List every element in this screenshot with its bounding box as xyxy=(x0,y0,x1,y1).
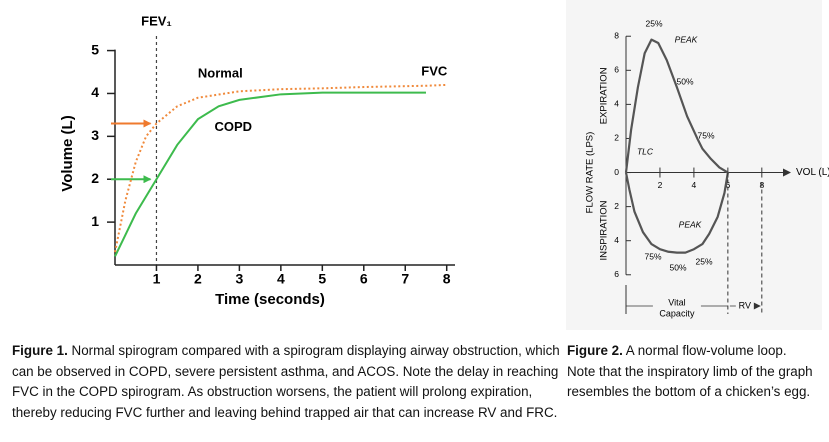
y-tick-label: 6 xyxy=(614,269,619,279)
y-axis-label: INSPIRATION xyxy=(599,200,610,260)
caption-text: Normal spirogram compared with a spirogr… xyxy=(12,343,560,420)
y-tick-label: 0 xyxy=(614,167,619,177)
annotation: 50% xyxy=(669,262,686,272)
rv-label: RV xyxy=(739,300,751,310)
vc-label: Vital xyxy=(668,297,685,307)
caption-text: A normal flow-volume loop. Note that the… xyxy=(567,343,813,399)
vc-label: Capacity xyxy=(659,308,695,318)
x-tick-label: 6 xyxy=(360,271,368,287)
legend-label: Normal xyxy=(198,66,243,81)
x-tick-label: 7 xyxy=(401,271,409,287)
y-tick-label: 5 xyxy=(91,41,99,57)
y-tick-label: 6 xyxy=(614,65,619,75)
annotation: PEAK xyxy=(679,219,702,229)
annotation: 25% xyxy=(645,18,662,28)
y-tick-label: 2 xyxy=(91,170,99,186)
y-tick-label: 4 xyxy=(614,99,619,109)
y-tick-label: 3 xyxy=(91,127,99,143)
figure2-panel xyxy=(566,0,822,330)
x-tick-label: 3 xyxy=(235,271,243,287)
x-tick-label: 2 xyxy=(194,271,202,287)
annotation: TLC xyxy=(637,146,654,156)
y-tick-label: 4 xyxy=(614,235,619,245)
y-axis-label: EXPIRATION xyxy=(599,67,610,124)
y-tick-label: 1 xyxy=(91,213,99,229)
x-tick-label: 4 xyxy=(692,180,697,190)
label-bg xyxy=(735,300,754,312)
legend-label: COPD xyxy=(215,119,253,134)
x-axis-label: Time (seconds) xyxy=(215,291,325,308)
x-tick-label: 2 xyxy=(658,180,663,190)
caption-1: Figure 1. Normal spirogram compared with… xyxy=(12,341,560,423)
x-tick-label: 4 xyxy=(277,271,285,287)
loop-line xyxy=(624,38,729,254)
x-tick-label: 6 xyxy=(725,180,730,190)
y-tick-label: 2 xyxy=(614,201,619,211)
y-tick-label: 2 xyxy=(614,133,619,143)
x-tick-label: 1 xyxy=(153,271,161,287)
series-line xyxy=(114,91,426,257)
series-line xyxy=(114,83,447,253)
y-tick-label: 8 xyxy=(614,30,619,40)
annotation: 25% xyxy=(695,256,712,266)
fvc-label: FVC xyxy=(421,63,448,78)
x-axis-label: VOL (L) xyxy=(796,167,829,178)
y-axis-label: FLOW RATE (LPS) xyxy=(585,132,596,214)
annotation: 75% xyxy=(644,251,661,261)
caption-2: Figure 2. A normal flow-volume loop. Not… xyxy=(567,341,817,403)
y-axis-label: Volume (L) xyxy=(59,115,76,191)
label-bg xyxy=(652,298,701,326)
annotation: 75% xyxy=(697,130,714,140)
annotation: 50% xyxy=(676,76,693,86)
x-tick-label: 8 xyxy=(443,271,451,287)
caption-label: Figure 1. xyxy=(12,343,68,358)
annotation: PEAK xyxy=(675,34,698,44)
y-tick-label: 4 xyxy=(91,84,99,100)
fev1-label: FEV₁ xyxy=(141,13,172,28)
caption-label: Figure 2. xyxy=(567,343,623,358)
x-tick-label: 5 xyxy=(318,271,326,287)
